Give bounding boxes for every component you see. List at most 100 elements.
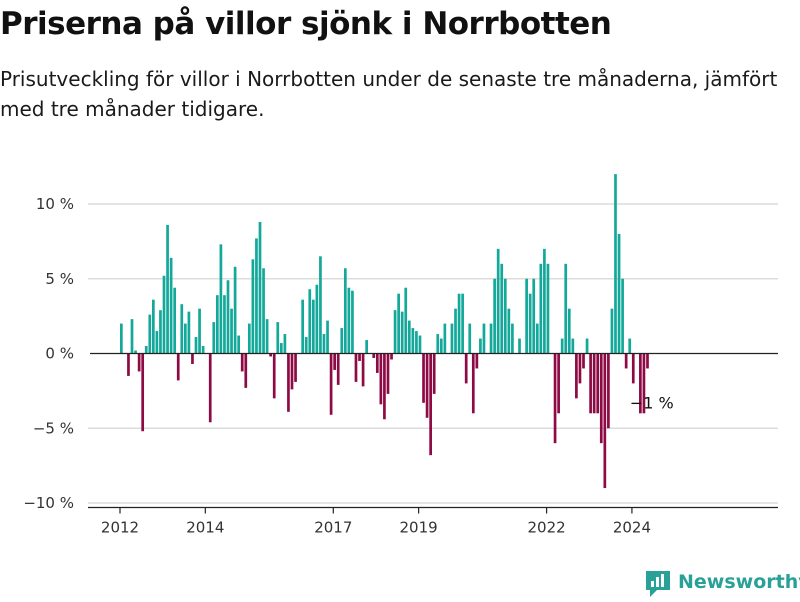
- y-tick-label: 5 %: [45, 270, 74, 288]
- bar: [130, 319, 134, 354]
- bar: [560, 338, 564, 354]
- bar: [429, 353, 432, 456]
- bar: [311, 299, 315, 354]
- bar: [183, 323, 187, 354]
- bar: [386, 353, 390, 394]
- y-tick-label: −5 %: [33, 419, 74, 437]
- bar: [194, 337, 198, 354]
- bar: [518, 338, 521, 354]
- bar: [457, 293, 461, 354]
- bar: [347, 287, 351, 354]
- bar: [415, 331, 418, 354]
- bar: [169, 257, 173, 354]
- bar: [319, 256, 322, 354]
- bar: [582, 353, 585, 369]
- bar: [393, 310, 397, 354]
- bar: [265, 319, 269, 354]
- bar: [315, 284, 319, 354]
- y-axis-tick-labels: 10 % 5 % 0 % −5 % −10 %: [23, 195, 74, 512]
- bar: [166, 224, 169, 354]
- bar: [511, 323, 514, 354]
- bar: [628, 338, 632, 354]
- bar: [468, 323, 472, 354]
- bar: [464, 353, 468, 384]
- price-change-chart: 10 % 5 % 0 % −5 % −10 % 2012 2014 2017 2019 2022…: [23, 174, 778, 536]
- bar: [251, 259, 255, 354]
- bar: [525, 278, 528, 354]
- bar: [351, 290, 354, 354]
- bar: [614, 174, 617, 354]
- bar: [365, 340, 368, 354]
- bar: [439, 338, 443, 354]
- bar: [567, 308, 571, 354]
- bar: [639, 353, 642, 414]
- bar: [575, 353, 578, 399]
- bar: [589, 353, 592, 414]
- bar: [198, 308, 201, 354]
- bar: [187, 311, 191, 354]
- bar: [617, 233, 621, 354]
- bar: [269, 353, 273, 357]
- bar: [631, 353, 635, 384]
- y-tick-label: 10 %: [36, 195, 74, 213]
- x-axis-ticks: 2012 2014 2017 2019 2022 2024: [101, 507, 651, 536]
- bar: [397, 293, 400, 354]
- bar: [230, 308, 233, 354]
- bar: [152, 299, 155, 354]
- bar: [354, 353, 358, 382]
- bar: [379, 353, 383, 405]
- bar: [226, 280, 230, 354]
- bar: [621, 278, 624, 354]
- bar: [343, 268, 347, 354]
- bar: [489, 323, 493, 354]
- bar: [233, 266, 237, 354]
- newsworthy-logo: Newsworthy: [644, 568, 800, 600]
- bar: [358, 353, 361, 361]
- bar: [333, 353, 336, 370]
- bar: [642, 353, 646, 414]
- bar: [308, 289, 312, 354]
- bar: [215, 295, 219, 354]
- bar: [418, 335, 422, 354]
- bar: [173, 287, 177, 354]
- bar: [223, 295, 226, 354]
- bar: [176, 353, 180, 381]
- bar: [503, 278, 507, 354]
- bar: [237, 335, 241, 354]
- bar: [340, 328, 344, 354]
- bar: [425, 353, 429, 418]
- bar: [443, 323, 447, 354]
- bar: [528, 293, 532, 354]
- bar: [120, 323, 123, 354]
- bar: [322, 334, 326, 354]
- bar: [461, 293, 464, 354]
- bar: [159, 310, 162, 354]
- bar: [546, 263, 550, 354]
- bar: [255, 238, 258, 354]
- bar: [201, 346, 205, 354]
- bar: [144, 346, 148, 354]
- y-tick-label: 0 %: [45, 345, 74, 363]
- bar: [290, 353, 294, 390]
- bar: [532, 278, 536, 354]
- bar: [247, 323, 251, 354]
- bar: [496, 248, 500, 354]
- bar: [571, 338, 575, 354]
- bar: [500, 263, 504, 354]
- bar: [564, 263, 568, 354]
- bar: [283, 334, 287, 354]
- x-tick-label: 2019: [400, 518, 438, 536]
- bar: [127, 353, 130, 376]
- bar: [493, 278, 496, 354]
- bar: [134, 350, 137, 354]
- bar: [539, 263, 543, 354]
- brand-name: Newsworthy: [678, 571, 800, 593]
- chart-title: Priserna på villor sjönk i Norrbotten: [0, 6, 612, 42]
- x-tick-label: 2022: [528, 518, 566, 536]
- bar: [646, 353, 649, 369]
- bar: [375, 353, 379, 373]
- bar: [244, 353, 248, 388]
- bar: [404, 287, 408, 354]
- bar: [610, 308, 614, 354]
- bar: [432, 353, 436, 394]
